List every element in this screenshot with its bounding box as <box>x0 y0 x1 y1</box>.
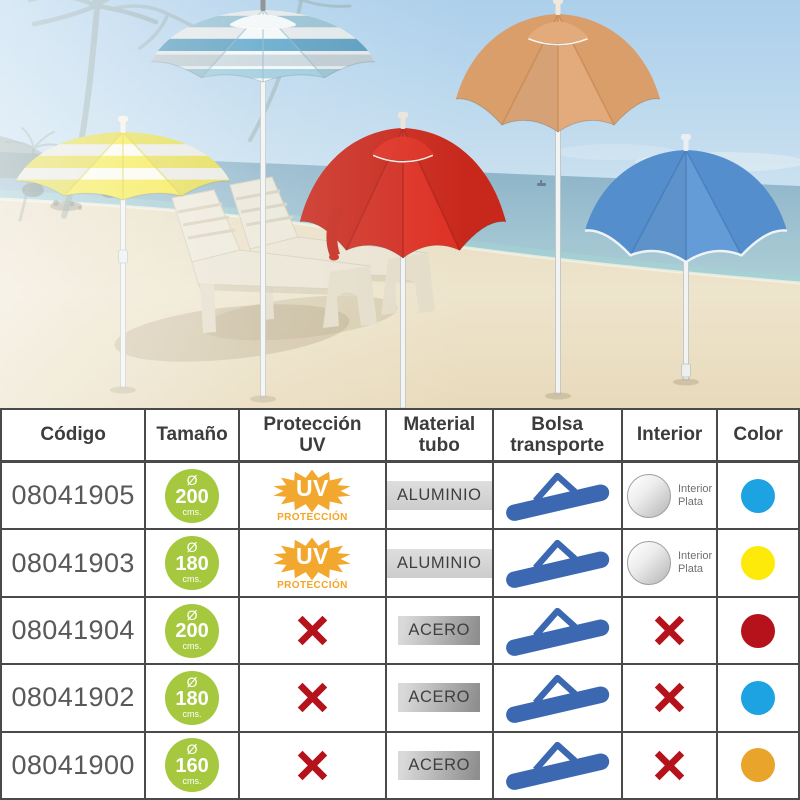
header-color: Color <box>716 410 798 460</box>
no-uv-cross-icon <box>297 683 328 713</box>
product-photo <box>0 0 800 408</box>
no-interior-cross-icon <box>654 615 685 646</box>
product-code: 08041905 <box>11 480 135 511</box>
size-unit: cms. <box>182 574 202 585</box>
diameter-symbol: Ø <box>186 539 198 556</box>
carry-bag-icon <box>506 742 610 791</box>
beach-scene <box>0 0 800 408</box>
uv-sublabel: PROTECCIÓN <box>277 579 348 591</box>
no-interior-cross-icon <box>654 750 685 781</box>
size-value: 200 <box>175 485 209 508</box>
carry-bag-icon <box>506 472 610 521</box>
product-code: 08041903 <box>11 547 135 578</box>
uv-label: UV <box>295 475 329 502</box>
product-code: 08041902 <box>11 682 135 713</box>
product-code: 08041900 <box>11 749 135 780</box>
table-row: 08041902 Ø 180 cms. ACERO <box>2 663 798 731</box>
size-value: 180 <box>175 687 209 710</box>
header-material: Material tubo <box>385 410 491 460</box>
light-wash <box>0 0 470 408</box>
header-bolsa: Bolsa transporte <box>491 410 621 460</box>
silver-interior-badge: Interior Plata <box>626 541 713 586</box>
size-unit: cms. <box>182 641 202 652</box>
interior-label-1: Interior <box>677 483 713 496</box>
diameter-symbol: Ø <box>186 606 198 623</box>
material-chip: ACERO <box>398 683 481 713</box>
umbrella-orange <box>455 0 661 133</box>
material-chip: ALUMINIO <box>387 481 492 511</box>
no-uv-cross-icon <box>297 615 328 646</box>
material-chip: ALUMINIO <box>387 548 492 578</box>
header-tamano: Tamaño <box>144 410 238 460</box>
material-chip: ACERO <box>398 616 481 646</box>
header-interior: Interior <box>620 410 717 460</box>
interior-label-1: Interior <box>677 550 713 563</box>
table-row: 08041903 Ø 180 cms. UV PROTECCIÓN ALUMIN… <box>2 528 798 596</box>
size-unit: cms. <box>182 776 202 787</box>
header-proteccion: Protección UV <box>237 410 385 460</box>
umbrella-blue <box>584 134 788 264</box>
diameter-symbol: Ø <box>186 471 198 488</box>
color-dot <box>741 546 776 581</box>
color-dot <box>741 748 776 783</box>
size-value: 200 <box>175 620 209 643</box>
size-badge: Ø 180 cms. <box>165 536 220 591</box>
carry-bag-icon <box>506 674 610 723</box>
table-header-row: Código Tamaño Protección UV Material tub… <box>2 410 798 460</box>
color-dot <box>741 478 776 513</box>
interior-label-2: Plata <box>677 563 704 576</box>
table-row: 08041904 Ø 200 cms. ACERO <box>2 595 798 664</box>
table-row: 08041905 Ø 200 cms. UV PROTECCIÓN ALUMIN… <box>2 460 798 529</box>
diameter-symbol: Ø <box>186 741 198 758</box>
uv-starburst-icon <box>273 537 352 581</box>
spec-table: Código Tamaño Protección UV Material tub… <box>0 408 800 800</box>
no-interior-cross-icon <box>654 683 685 713</box>
size-badge: Ø 180 cms. <box>165 670 220 725</box>
interior-label-2: Plata <box>677 495 704 508</box>
silver-disc-icon <box>626 473 671 518</box>
color-dot <box>741 680 776 715</box>
carry-bag-icon <box>506 539 610 589</box>
uv-label: UV <box>295 542 329 569</box>
diameter-symbol: Ø <box>186 673 198 690</box>
boat <box>537 180 546 186</box>
material-chip: ACERO <box>398 750 481 780</box>
product-code: 08041904 <box>11 615 135 646</box>
carry-bag-icon <box>506 607 610 656</box>
size-unit: cms. <box>182 708 202 719</box>
no-uv-cross-icon <box>297 750 328 781</box>
size-value: 160 <box>175 755 209 778</box>
size-badge: Ø 200 cms. <box>165 603 220 658</box>
header-codigo: Código <box>40 424 106 446</box>
silver-interior-badge: Interior Plata <box>626 473 713 518</box>
uv-sublabel: PROTECCIÓN <box>277 512 348 524</box>
uv-protection-badge: UV PROTECCIÓN <box>270 468 354 523</box>
table-row: 08041900 Ø 160 cms. ACERO <box>2 730 798 799</box>
uv-protection-badge: UV PROTECCIÓN <box>270 536 354 591</box>
size-badge: Ø 200 cms. <box>165 468 220 523</box>
color-dot <box>741 613 776 648</box>
size-badge: Ø 160 cms. <box>165 738 220 793</box>
size-unit: cms. <box>182 506 202 517</box>
size-value: 180 <box>175 553 209 576</box>
uv-starburst-icon <box>273 469 352 513</box>
silver-disc-icon <box>626 541 671 586</box>
